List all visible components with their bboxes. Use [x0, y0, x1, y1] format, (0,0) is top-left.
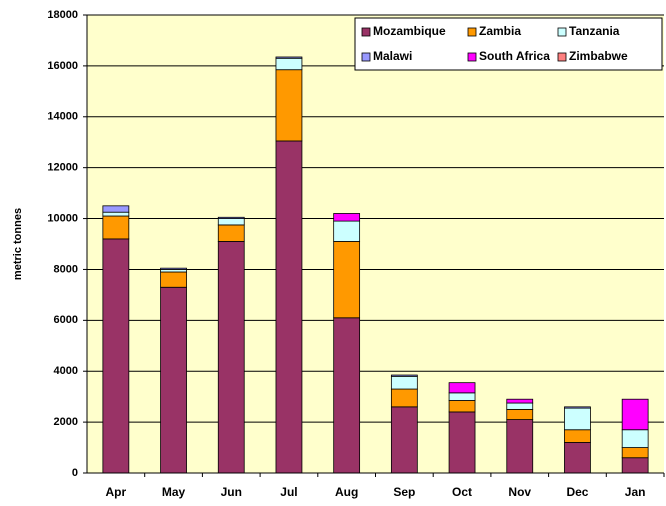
bar-segment: [506, 408, 534, 420]
bar-segment: [564, 406, 591, 409]
x-tick-label: Dec: [566, 485, 588, 499]
bar-segment: [160, 267, 187, 270]
bar-segment: [390, 374, 418, 377]
bar-segment: [102, 238, 130, 474]
x-tick-label: Nov: [508, 485, 531, 499]
bar-segment: [506, 419, 534, 474]
bar-segment: [506, 402, 534, 410]
x-tick-label: Apr: [106, 485, 127, 499]
y-tick-label: 18000: [47, 9, 78, 21]
x-tick-label: Jun: [221, 485, 242, 499]
bar-segment: [160, 286, 187, 474]
y-tick-label: 0: [72, 467, 78, 479]
bar-segment: [333, 220, 361, 242]
bar-segment: [621, 447, 649, 459]
bar-segment: [275, 57, 303, 71]
bar-segment: [102, 205, 130, 213]
bar-segment: [217, 218, 245, 226]
bar-segment: [333, 241, 361, 319]
bar-segment: [333, 213, 361, 222]
bar-segment: [217, 216, 245, 219]
bar-segment: [333, 317, 361, 474]
y-tick-label: 4000: [54, 365, 78, 377]
bar-segment: [448, 382, 476, 394]
legend-label: Zimbabwe: [569, 49, 628, 63]
legend-label: Zambia: [479, 24, 521, 38]
legend-label: Tanzania: [569, 24, 620, 38]
legend-swatch: [557, 52, 567, 62]
bar-segment: [621, 429, 649, 448]
x-tick-label: Sep: [393, 485, 415, 499]
legend-label: Malawi: [373, 49, 412, 63]
y-tick-label: 16000: [47, 60, 78, 72]
y-tick-label: 12000: [47, 162, 78, 174]
y-axis-label: metric tonnes: [12, 208, 24, 280]
bar-segment: [275, 56, 303, 59]
y-tick-label: 14000: [47, 111, 78, 123]
legend-swatch: [467, 52, 477, 62]
bar-segment: [217, 241, 245, 474]
bar-segment: [564, 407, 591, 431]
legend-box: [354, 17, 663, 71]
bar-segment: [102, 211, 130, 217]
x-tick-label: Oct: [452, 485, 472, 499]
x-tick-label: Jan: [625, 485, 646, 499]
bar-segment: [448, 411, 476, 474]
bar-segment: [275, 69, 303, 142]
bar-segment: [564, 429, 591, 443]
y-tick-label: 10000: [47, 212, 78, 224]
bar-segment: [102, 215, 130, 240]
legend-swatch: [361, 52, 371, 62]
bar-segment: [621, 457, 649, 474]
bar-segment: [506, 398, 534, 404]
legend: Mozambique Zambia Tanzania Malawi South Afri…: [354, 17, 663, 71]
y-tick-label: 8000: [54, 263, 78, 275]
bar-segment: [275, 140, 303, 474]
bar-segment: [564, 442, 591, 474]
bar-segment: [390, 406, 418, 474]
bar-segment: [160, 271, 187, 288]
legend-swatch: [361, 27, 371, 37]
x-tick-label: Jul: [280, 485, 297, 499]
x-tick-label: Aug: [335, 485, 358, 499]
bar-segment: [448, 400, 476, 413]
legend-swatch: [557, 27, 567, 37]
legend-label: Mozambique: [373, 24, 446, 38]
bar-segment: [448, 392, 476, 401]
bar-segment: [390, 388, 418, 408]
bar-segment: [217, 224, 245, 242]
bar-segment: [390, 375, 418, 390]
y-tick-label: 2000: [54, 416, 78, 428]
bar-segment: [621, 398, 649, 431]
x-tick-label: May: [162, 485, 186, 499]
legend-label: South Africa: [479, 49, 550, 63]
y-tick-label: 6000: [54, 314, 78, 326]
legend-swatch: [467, 27, 477, 37]
